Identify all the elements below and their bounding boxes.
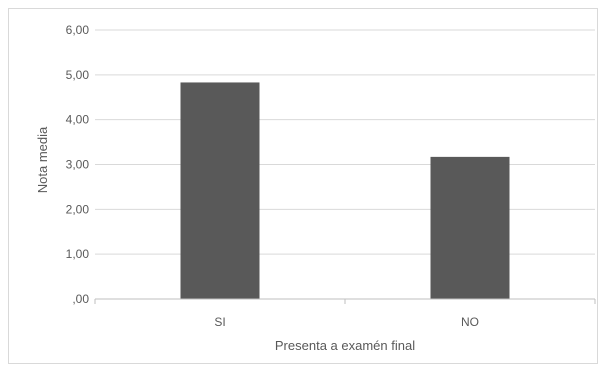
y-axis-ticks: ,00 1,00 2,00 3,00 4,00 5,00 6,00 — [66, 23, 90, 306]
y-tick-label: 5,00 — [66, 68, 90, 82]
y-tick-label: ,00 — [72, 292, 89, 306]
bar-no — [430, 156, 510, 299]
x-axis-title: Presenta a examén final — [275, 338, 415, 353]
y-tick-label: 4,00 — [66, 113, 90, 127]
x-axis — [94, 298, 596, 304]
y-tick-label: 1,00 — [66, 247, 90, 261]
x-tick-label: SI — [214, 315, 225, 329]
y-tick-label: 2,00 — [66, 202, 90, 216]
y-tick-label: 6,00 — [66, 23, 90, 37]
bars — [180, 82, 510, 299]
gridlines — [95, 29, 595, 255]
x-axis-ticks: SI NO — [214, 315, 479, 329]
bar-si — [180, 82, 260, 299]
y-axis-title: Nota media — [35, 126, 50, 193]
y-tick-label: 3,00 — [66, 158, 90, 172]
x-tick-label: NO — [461, 315, 479, 329]
